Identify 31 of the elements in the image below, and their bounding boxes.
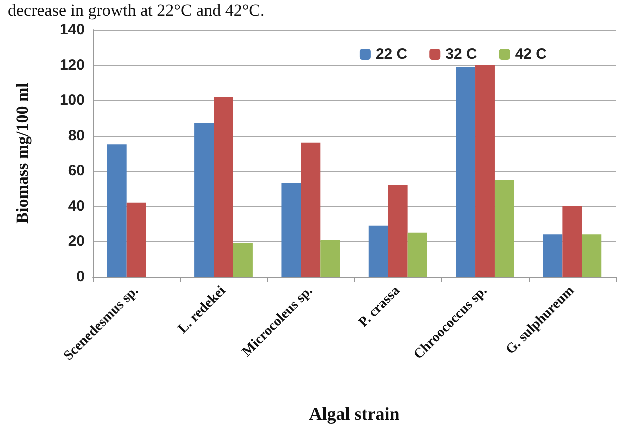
y-tick-label: 20 xyxy=(68,233,85,250)
bar xyxy=(301,142,321,277)
bar xyxy=(107,144,127,277)
bar xyxy=(582,234,602,277)
legend-label: 22 C xyxy=(376,46,408,63)
bar xyxy=(126,202,146,277)
bar xyxy=(562,206,582,277)
x-axis-title: Algal strain xyxy=(309,404,400,424)
y-tick-label: 40 xyxy=(68,198,85,215)
bar xyxy=(194,124,214,277)
bar xyxy=(456,67,476,277)
bar xyxy=(543,234,563,277)
y-tick-label: 100 xyxy=(60,92,85,110)
bar xyxy=(368,226,388,277)
bar xyxy=(320,240,340,277)
bar xyxy=(233,243,253,277)
legend-label: 42 C xyxy=(515,46,548,63)
text: decrease in growth at 22°C and 42°C. xyxy=(8,1,265,20)
bar xyxy=(214,97,234,277)
bar xyxy=(282,183,302,277)
bar xyxy=(408,232,428,277)
y-tick-label: 140 xyxy=(60,22,85,38)
y-axis-title: Biomass mg/100 ml xyxy=(13,82,32,224)
y-tick-label: 120 xyxy=(60,56,85,74)
bar xyxy=(388,185,408,277)
bar xyxy=(476,65,495,277)
y-tick-label: 80 xyxy=(68,127,85,144)
bar xyxy=(494,180,514,277)
y-tick-label: 0 xyxy=(76,268,85,286)
legend-label: 32 C xyxy=(446,46,478,63)
y-tick-label: 60 xyxy=(68,162,85,180)
